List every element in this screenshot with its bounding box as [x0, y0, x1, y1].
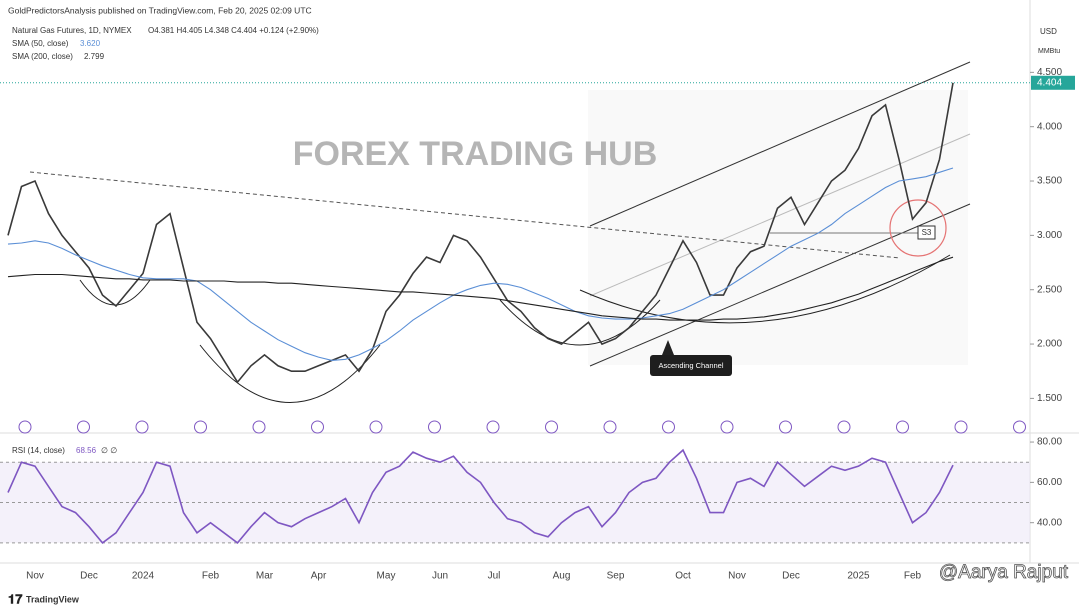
brand: TradingView	[26, 594, 80, 604]
sma-value: 3.620	[80, 39, 101, 48]
callout-box	[650, 355, 732, 376]
y-tick-label: 2.000	[1037, 339, 1062, 350]
event-icon	[18, 420, 32, 434]
x-tick-label: Nov	[26, 571, 44, 582]
event-icon	[311, 420, 324, 434]
level-box	[917, 225, 936, 240]
event-icon	[837, 420, 851, 434]
x-tick-label: Mar	[256, 571, 274, 582]
callout-pointer	[662, 340, 674, 355]
last-price-tag	[1031, 75, 1075, 90]
channel-lower	[589, 203, 971, 367]
x-tick-label: Dec	[782, 571, 800, 582]
event-icon	[77, 420, 90, 434]
event-icon	[486, 420, 500, 434]
x-tick-label: Nov	[728, 571, 746, 582]
last-price-label: 4.404	[1037, 77, 1062, 88]
trendline	[29, 171, 901, 259]
event-icon	[603, 420, 617, 434]
highlight-circle	[889, 199, 947, 257]
x-tick-label: Apr	[311, 571, 327, 582]
series-line	[7, 82, 954, 384]
rsi-legend: RSI (14, close)	[12, 446, 65, 455]
sma-legend: SMA (50, close)	[12, 39, 69, 48]
series-line	[7, 256, 954, 321]
publisher: GoldPredictorsAnalysis published on Trad…	[8, 5, 312, 15]
x-tick-label: Aug	[553, 571, 571, 582]
event-icon	[428, 420, 441, 434]
event-icon	[252, 420, 266, 434]
x-tick-label: May	[377, 571, 396, 582]
event-icon	[954, 420, 968, 434]
y-tick-label: 40.00	[1037, 517, 1062, 528]
series-line	[7, 167, 954, 361]
x-tick-label: Dec	[80, 571, 98, 582]
rsi-band	[0, 462, 1030, 543]
callout-label: Ascending Channel	[658, 361, 723, 370]
brand-logo: 𝟏𝟕	[8, 591, 23, 606]
channel-shade	[588, 90, 968, 365]
x-tick-label: Jul	[488, 571, 501, 582]
y-tick-label: 3.000	[1037, 230, 1062, 241]
event-icon	[720, 420, 734, 434]
sma-legend: SMA (200, close)	[12, 52, 73, 61]
channel-mid	[589, 133, 971, 297]
event-icon	[545, 420, 558, 434]
x-tick-label: Feb	[904, 571, 922, 582]
event-icon	[369, 420, 383, 434]
x-tick-label: 2024	[132, 571, 155, 582]
y-tick-label: 4.500	[1037, 67, 1062, 78]
event-icon	[662, 420, 675, 434]
rsi-value: 68.56	[76, 446, 97, 455]
y-tick-label: 60.00	[1037, 477, 1062, 488]
rsi-extra: ∅ ∅	[101, 446, 117, 455]
x-tick-label: Oct	[675, 571, 691, 582]
x-tick-label: 2025	[847, 571, 870, 582]
channel-upper	[589, 61, 971, 227]
credit: @Aarya Rajput	[939, 562, 1069, 583]
x-tick-label: Sep	[607, 571, 625, 582]
event-icon	[896, 420, 909, 434]
y-tick-label: 1.500	[1037, 393, 1062, 404]
event-icon	[1013, 420, 1026, 434]
series-line	[7, 448, 954, 544]
x-tick-label: Feb	[202, 571, 220, 582]
sma-value: 2.799	[84, 52, 105, 61]
y-tick-label: 2.500	[1037, 284, 1062, 295]
ohlc: O4.381 H4.405 L4.348 C4.404 +0.124 (+2.9…	[148, 26, 319, 35]
y-tick-label: 3.500	[1037, 176, 1062, 187]
y-tick-label: 4.000	[1037, 121, 1062, 132]
x-tick-label: Jun	[432, 571, 448, 582]
event-icon	[135, 420, 149, 434]
event-icon	[779, 420, 792, 434]
watermark: FOREX TRADING HUB	[293, 135, 658, 173]
unit-label: MMBtu	[1038, 48, 1060, 55]
y-tick-label: 80.00	[1037, 437, 1062, 448]
unit-label: USD	[1040, 27, 1057, 36]
level-label: S3	[922, 228, 932, 237]
cup-curve	[579, 254, 951, 324]
event-icon	[194, 420, 207, 434]
series-title: Natural Gas Futures, 1D, NYMEX	[12, 26, 132, 35]
